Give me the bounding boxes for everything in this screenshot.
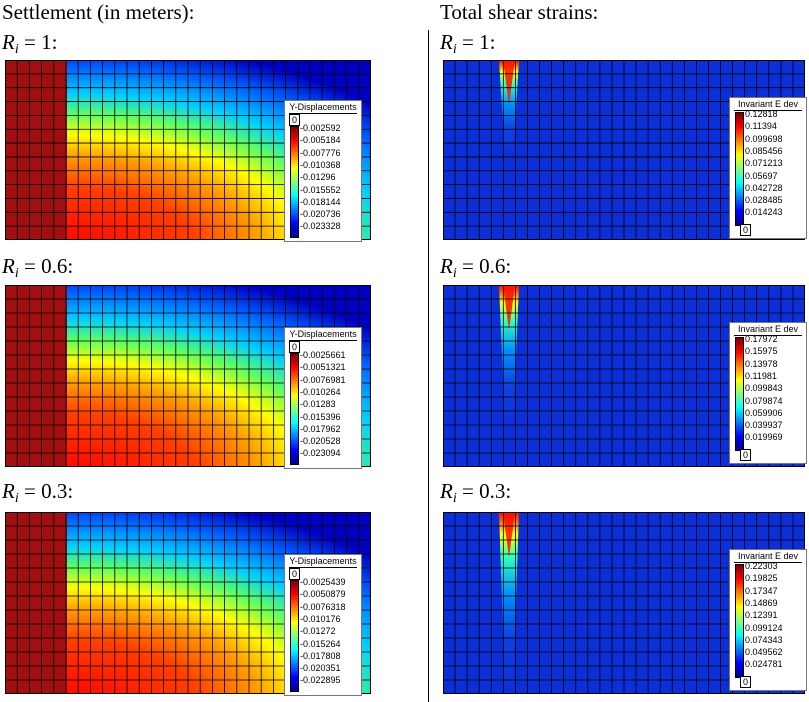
settlement-contour-plot-3: Y-Displacements -0.0025439 -0.0050879 -0.00… (5, 512, 371, 696)
legend-color-bar (735, 337, 744, 451)
legend-tick-label: -0.0076318 (300, 601, 346, 612)
legend-tick-label: 0.099124 (745, 622, 783, 633)
row-label-2-right: Ri = 0.6: (440, 254, 512, 281)
settlement-contour-plot-1: Y-Displacements -0.002592 -0.005184 -0.0077… (5, 60, 371, 242)
legend-tick-label: -0.020736 (300, 209, 341, 220)
legend-tick-label: -0.0076981 (300, 374, 346, 385)
legend-tick-label: 0.074343 (745, 634, 783, 645)
legend-tick-label: -0.01272 (300, 626, 336, 637)
shear-0-legend: Invariant E dev 0.12818 0.11394 0.099698 0.0… (729, 97, 807, 239)
row-label-1-right: Ri = 1: (440, 30, 496, 57)
row-label-3-left: Ri = 0.3: (2, 479, 74, 506)
legend-tick-label: -0.01283 (300, 399, 336, 410)
legend-tick-label: -0.0050879 (300, 589, 346, 600)
legend-tick-label: -0.007776 (300, 147, 341, 158)
legend-tick-label: 0.059906 (745, 407, 783, 418)
legend-tick-label: -0.015552 (300, 184, 341, 195)
legend-tick-label: 0.11394 (745, 121, 777, 132)
shear-1-legend: Invariant E dev 0.17972 0.15975 0.13978 0.11… (729, 322, 807, 464)
legend-tick-label: 0.014243 (745, 207, 783, 218)
legend-tick-label: -0.018144 (300, 196, 341, 207)
shear-strain-column-title: Total shear strains: (440, 0, 599, 24)
legend-title: Invariant E dev (730, 324, 806, 336)
legend-tick-label: 0.042728 (745, 182, 783, 193)
legend-tick-label: 0.17972 (745, 334, 778, 344)
legend-title: Y-Displacements (285, 556, 361, 568)
legend-tick-label: 0.05697 (745, 170, 778, 181)
legend-zero-box: 0 (289, 114, 301, 126)
legend-tick-label: 0.11981 (745, 370, 777, 381)
shear-strain-contour-plot-3: Invariant E dev 0.22303 0.19825 0.17347 0.14… (443, 512, 807, 694)
legend-tick-label: 0.049562 (745, 647, 783, 658)
settlement-column-title: Settlement (in meters): (2, 0, 195, 24)
legend-tick-label: 0.22303 (745, 561, 778, 571)
legend-color-bar (290, 580, 299, 692)
legend-tick-label: 0.019969 (745, 432, 783, 443)
legend-tick-label: -0.002592 (300, 123, 341, 133)
legend-tick-label: 0.12391 (745, 610, 778, 621)
legend-tick-label: -0.023094 (300, 448, 341, 459)
legend-tick-label: -0.022895 (300, 675, 341, 686)
legend-color-bar (290, 353, 299, 465)
legend-tick-label: -0.0025439 (300, 577, 346, 587)
legend-tick-label: -0.0025661 (300, 350, 346, 360)
legend-zero-box: 0 (740, 449, 752, 461)
legend-tick-label: -0.01296 (300, 172, 336, 183)
legend-tick-label: 0.099698 (745, 133, 783, 144)
legend-tick-label: 0.14869 (745, 597, 778, 608)
legend-tick-label: 0.099843 (745, 383, 783, 394)
legend-tick-label: 0.028485 (745, 195, 783, 206)
legend-zero-box: 0 (740, 224, 752, 236)
legend-tick-label: -0.020351 (300, 663, 341, 674)
legend-tick-label: -0.017808 (300, 650, 341, 661)
legend-tick-label: 0.15975 (745, 346, 778, 357)
legend-zero-box: 0 (740, 676, 752, 688)
legend-color-bar (290, 126, 299, 238)
legend-tick-label: -0.010368 (300, 159, 341, 170)
settlement-contour-plot-2: Y-Displacements -0.0025661 -0.0051321 -0.00… (5, 285, 371, 469)
legend-title: Invariant E dev (730, 99, 806, 111)
legend-tick-label: -0.015396 (300, 411, 341, 422)
shear-strain-contour-plot-2: Invariant E dev 0.17972 0.15975 0.13978 0.11… (443, 285, 807, 467)
legend-title: Y-Displacements (285, 329, 361, 341)
legend-tick-label: 0.19825 (745, 573, 778, 584)
legend-color-bar (735, 564, 744, 678)
legend-tick-label: -0.020528 (300, 436, 341, 447)
shear-2-legend: Invariant E dev 0.22303 0.19825 0.17347 0.14… (729, 549, 807, 691)
legend-tick-label: -0.005184 (300, 135, 341, 146)
legend-title: Y-Displacements (285, 102, 361, 114)
legend-title: Invariant E dev (730, 551, 806, 563)
legend-tick-label: 0.17347 (745, 585, 778, 596)
settlement-1-legend: Y-Displacements -0.0025661 -0.0051321 -0.00… (284, 327, 362, 469)
legend-tick-label: 0.039937 (745, 420, 783, 431)
legend-tick-label: -0.010176 (300, 613, 341, 624)
legend-tick-label: 0.12818 (745, 109, 778, 119)
legend-tick-label: -0.023328 (300, 221, 341, 232)
row-label-2-left: Ri = 0.6: (2, 254, 74, 281)
legend-tick-label: 0.071213 (745, 158, 783, 169)
legend-tick-label: 0.079874 (745, 395, 783, 406)
settlement-2-legend: Y-Displacements -0.0025439 -0.0050879 -0.00… (284, 554, 362, 696)
settlement-0-legend: Y-Displacements -0.002592 -0.005184 -0.0077… (284, 100, 362, 242)
legend-color-bar (735, 112, 744, 226)
legend-tick-label: 0.024781 (745, 659, 783, 670)
legend-tick-label: -0.017962 (300, 423, 341, 434)
shear-strain-contour-plot-1: Invariant E dev 0.12818 0.11394 0.099698 0.0… (443, 60, 807, 240)
legend-tick-label: -0.0051321 (300, 362, 346, 373)
legend-tick-label: 0.085456 (745, 145, 783, 156)
legend-tick-label: -0.010264 (300, 386, 341, 397)
column-divider (428, 30, 429, 702)
row-label-3-right: Ri = 0.3: (440, 479, 512, 506)
row-label-1-left: Ri = 1: (2, 30, 58, 57)
legend-tick-label: 0.13978 (745, 358, 778, 369)
legend-zero-box: 0 (289, 568, 301, 580)
legend-tick-label: -0.015264 (300, 638, 341, 649)
legend-zero-box: 0 (289, 341, 301, 353)
